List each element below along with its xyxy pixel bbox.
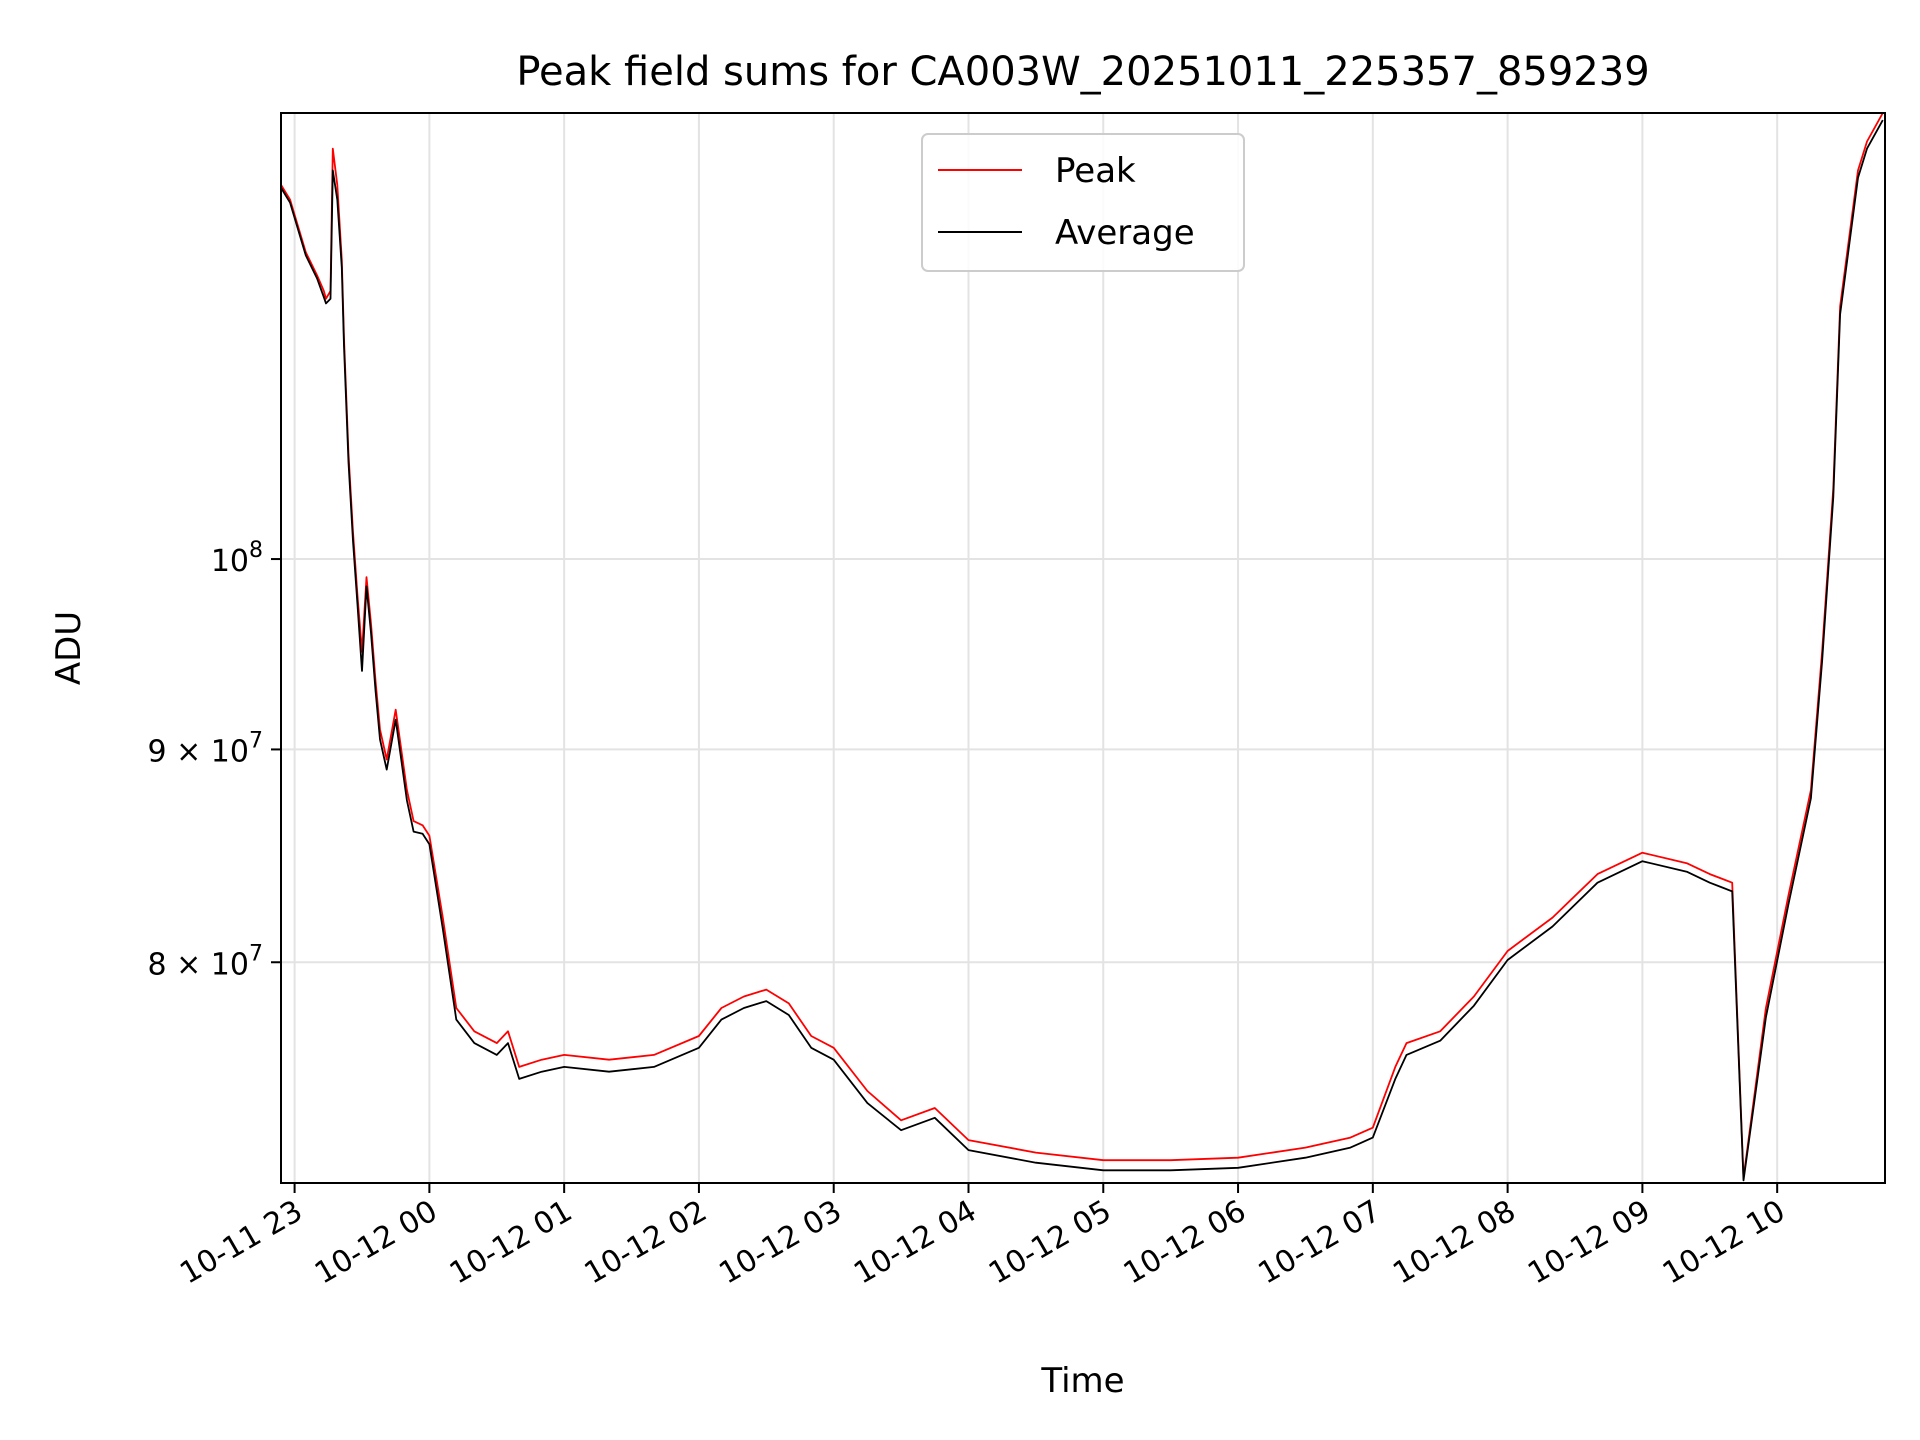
y-tick-label: 108 xyxy=(211,538,263,579)
x-tick-label: 10-12 10 xyxy=(1657,1194,1791,1292)
legend: Peak Average xyxy=(921,133,1245,272)
y-tick-base: 8 × 10 xyxy=(148,947,249,982)
x-tick-label: 10-12 01 xyxy=(444,1194,578,1292)
legend-label-average: Average xyxy=(1055,213,1195,253)
y-tick-exponent: 7 xyxy=(249,941,263,966)
grid-lines xyxy=(281,113,1885,1183)
y-axis-label: ADU xyxy=(49,611,89,685)
y-tick-label: 8 × 107 xyxy=(148,941,263,982)
x-tick-label: 10-12 06 xyxy=(1118,1194,1252,1292)
x-tick-label: 10-12 04 xyxy=(848,1194,982,1292)
plot-series xyxy=(281,113,1884,1182)
x-tick-label: 10-12 02 xyxy=(579,1194,713,1292)
x-tick-label: 10-12 09 xyxy=(1522,1194,1656,1292)
legend-label-peak: Peak xyxy=(1055,151,1136,191)
chart-title: Peak field sums for CA003W_20251011_2253… xyxy=(516,49,1649,95)
x-tick-label: 10-12 07 xyxy=(1253,1194,1387,1292)
y-tick-base: 9 × 10 xyxy=(148,734,249,769)
x-axis-label: Time xyxy=(1040,1361,1124,1401)
y-tick-exponent: 7 xyxy=(249,728,263,753)
legend-box xyxy=(921,133,1245,272)
x-tick-label: 10-12 03 xyxy=(713,1194,847,1292)
x-tick-label: 10-12 00 xyxy=(309,1194,443,1292)
y-tick-base: 10 xyxy=(211,544,249,579)
x-tick-label: 10-12 08 xyxy=(1387,1194,1521,1292)
plot-frame xyxy=(280,112,1886,1184)
x-axis-ticks: 10-11 23 10-12 00 10-12 01 10-12 02 10-12 03… xyxy=(174,1183,1791,1291)
x-tick-label: 10-12 05 xyxy=(983,1194,1117,1292)
x-tick-label: 10-11 23 xyxy=(174,1194,308,1292)
y-tick-label: 9 × 107 xyxy=(148,728,263,769)
y-tick-exponent: 8 xyxy=(249,538,263,563)
series-line-average xyxy=(281,119,1884,1182)
